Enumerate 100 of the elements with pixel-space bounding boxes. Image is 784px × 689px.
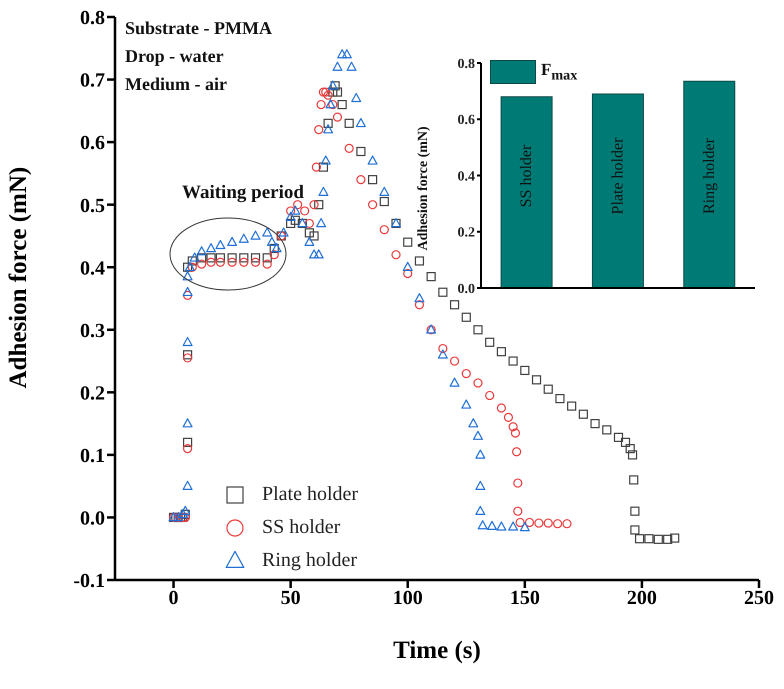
point	[368, 200, 378, 210]
point	[304, 236, 314, 246]
point	[227, 236, 238, 246]
x-tick-label: SS holder	[518, 144, 536, 208]
point	[380, 225, 389, 234]
point	[414, 300, 424, 310]
x-tick-label: 50	[280, 587, 301, 610]
y-tick-label: 0.7	[80, 70, 105, 92]
y-tick-label: 0.0	[458, 282, 475, 297]
point	[356, 118, 366, 128]
point	[328, 100, 338, 110]
y-tick-label: -0.1	[73, 570, 105, 592]
point	[182, 290, 192, 300]
point	[266, 236, 277, 246]
point	[510, 428, 520, 438]
annotation: Medium - air	[125, 74, 227, 95]
y-tick-label: 0.1	[80, 444, 105, 467]
legend-label: F$_{max}$	[541, 60, 578, 84]
point	[512, 447, 522, 456]
y-tick-label: 0.8	[458, 56, 475, 72]
point	[513, 478, 522, 488]
y-tick-label: 0.3	[80, 320, 105, 342]
y-axis-title: Adhesion force (mN)	[4, 166, 32, 388]
point	[473, 378, 483, 388]
x-axis-title: Time (s)	[393, 637, 481, 664]
point	[272, 243, 282, 252]
point	[314, 249, 324, 259]
point	[318, 87, 328, 97]
point	[438, 344, 448, 354]
point	[196, 246, 207, 256]
point	[182, 336, 193, 346]
point	[238, 234, 249, 243]
point	[304, 218, 314, 228]
point	[182, 418, 193, 428]
point	[206, 243, 216, 252]
point	[182, 353, 192, 363]
point	[180, 506, 190, 515]
point	[332, 62, 342, 71]
point	[182, 271, 193, 280]
point	[286, 206, 296, 216]
point	[278, 227, 289, 237]
point	[368, 155, 378, 165]
y-tick-label: 0.4	[80, 257, 105, 280]
point	[485, 390, 494, 400]
point	[262, 227, 272, 237]
point	[309, 249, 320, 259]
bar	[592, 93, 644, 288]
point	[524, 518, 534, 528]
point	[351, 92, 362, 102]
point	[487, 520, 498, 530]
x-tick-label: 200	[626, 587, 657, 610]
point	[314, 125, 324, 134]
point	[379, 186, 390, 196]
y-tick-label: 0.4	[458, 169, 475, 184]
point	[182, 480, 193, 490]
point	[562, 519, 572, 528]
y-axis-title: Adhesion force (mN)	[416, 126, 431, 250]
point	[324, 90, 333, 100]
point	[438, 349, 448, 359]
point	[178, 508, 188, 518]
point	[391, 250, 401, 260]
legend-label: Plate holder	[262, 482, 358, 507]
point	[462, 368, 471, 378]
point	[342, 49, 352, 58]
y-tick-label: 0.8	[80, 7, 105, 30]
point	[414, 293, 424, 302]
point	[188, 262, 197, 272]
point	[320, 155, 331, 165]
point	[182, 444, 192, 454]
point	[520, 522, 530, 532]
x-tick-label: 150	[510, 587, 540, 610]
point	[239, 258, 248, 267]
point	[262, 259, 272, 269]
point	[475, 480, 486, 490]
point	[403, 268, 412, 278]
point	[286, 212, 296, 221]
point	[450, 378, 460, 387]
point	[227, 258, 237, 267]
point	[290, 206, 300, 215]
point	[534, 518, 544, 528]
point	[309, 200, 319, 210]
point	[508, 521, 518, 531]
point	[504, 412, 514, 422]
point	[216, 258, 225, 267]
point	[516, 518, 525, 528]
point	[316, 100, 326, 110]
point	[337, 49, 348, 58]
point	[344, 144, 354, 153]
point	[496, 521, 506, 531]
y-tick-label: 0.0	[80, 508, 105, 530]
point	[250, 258, 260, 267]
point	[300, 206, 310, 216]
point	[206, 258, 216, 267]
point	[190, 252, 200, 262]
point	[312, 162, 321, 172]
legend-label: Ring holder	[262, 548, 357, 573]
point	[513, 506, 522, 516]
point	[346, 62, 357, 71]
point	[250, 230, 261, 240]
y-tick-label: 0.2	[458, 226, 475, 241]
